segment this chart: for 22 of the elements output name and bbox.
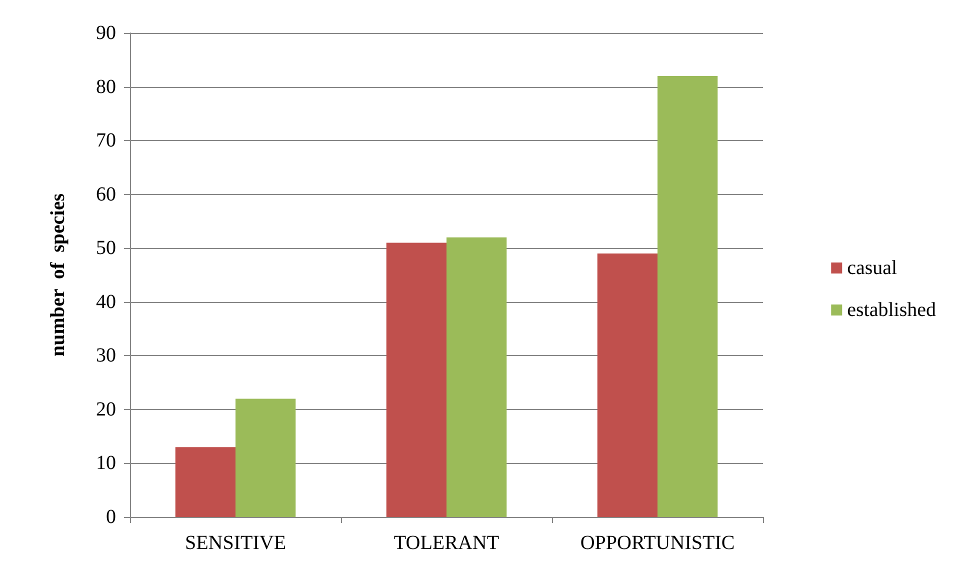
y-tick-label: 90 bbox=[96, 22, 116, 44]
bar bbox=[446, 237, 507, 517]
y-tick-label: 50 bbox=[96, 237, 116, 260]
x-tick-label: OPPORTUNISTIC bbox=[580, 532, 735, 554]
y-tick-label: 10 bbox=[96, 452, 116, 474]
x-tick-label: SENSITIVE bbox=[184, 532, 286, 554]
y-tick-label: 0 bbox=[106, 506, 116, 528]
bar bbox=[658, 76, 718, 517]
y-tick-label: 30 bbox=[96, 344, 116, 367]
bar bbox=[236, 398, 296, 517]
y-tick-label: 40 bbox=[96, 290, 116, 313]
legend-label: established bbox=[847, 299, 936, 321]
y-tick-label: 70 bbox=[96, 130, 116, 152]
y-tick-label: 20 bbox=[96, 398, 116, 420]
bar bbox=[175, 447, 236, 517]
y-tick-label: 80 bbox=[96, 76, 116, 98]
y-tick-label: 60 bbox=[96, 183, 116, 206]
x-tick-label: TOLERANT bbox=[394, 532, 500, 554]
y-axis-title: number of species bbox=[47, 193, 69, 356]
legend-label: casual bbox=[847, 257, 898, 279]
bar bbox=[597, 253, 658, 517]
bar bbox=[386, 242, 446, 517]
